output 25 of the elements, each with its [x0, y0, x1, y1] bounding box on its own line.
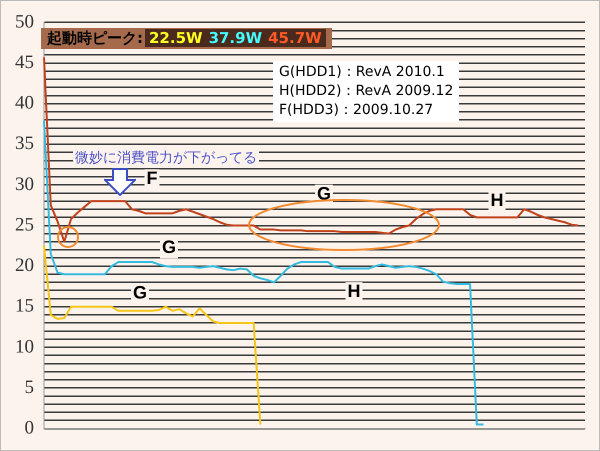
annotation: G [132, 282, 148, 303]
y-tick-label: 0 [24, 418, 34, 439]
annotation: 45.7W [268, 29, 322, 47]
annotation: H [490, 190, 504, 210]
y-tick-label: 15 [15, 296, 34, 317]
annotation: F(HDD3)：2009.10.27 [279, 101, 434, 120]
annotation: G [316, 184, 332, 204]
annotation: H(HDD2)：RevA 2009.12 [279, 82, 454, 101]
annotation: 起動時ピーク: [47, 29, 143, 47]
annotation: 37.9W [208, 29, 262, 47]
y-tick-label: 25 [15, 214, 34, 236]
y-tick-label: 5 [24, 376, 34, 398]
y-tick-label: 45 [15, 52, 34, 74]
annotation: 微妙に消費電力が下がってる [73, 149, 259, 167]
y-tick-label: 20 [15, 255, 34, 276]
y-tick-label: 50 [15, 11, 34, 32]
y-tick-label: 30 [15, 174, 34, 195]
annotation: 22.5W [149, 29, 203, 47]
annotation: G(HDD1)：RevA 2010.1 [279, 63, 446, 82]
annotation: H [348, 281, 360, 302]
y-tick-label: 40 [15, 92, 34, 114]
annotation: G [162, 237, 176, 258]
annotation: F [146, 168, 158, 188]
y-tick-label: 10 [15, 336, 34, 358]
y-tick-label: 35 [15, 133, 34, 154]
